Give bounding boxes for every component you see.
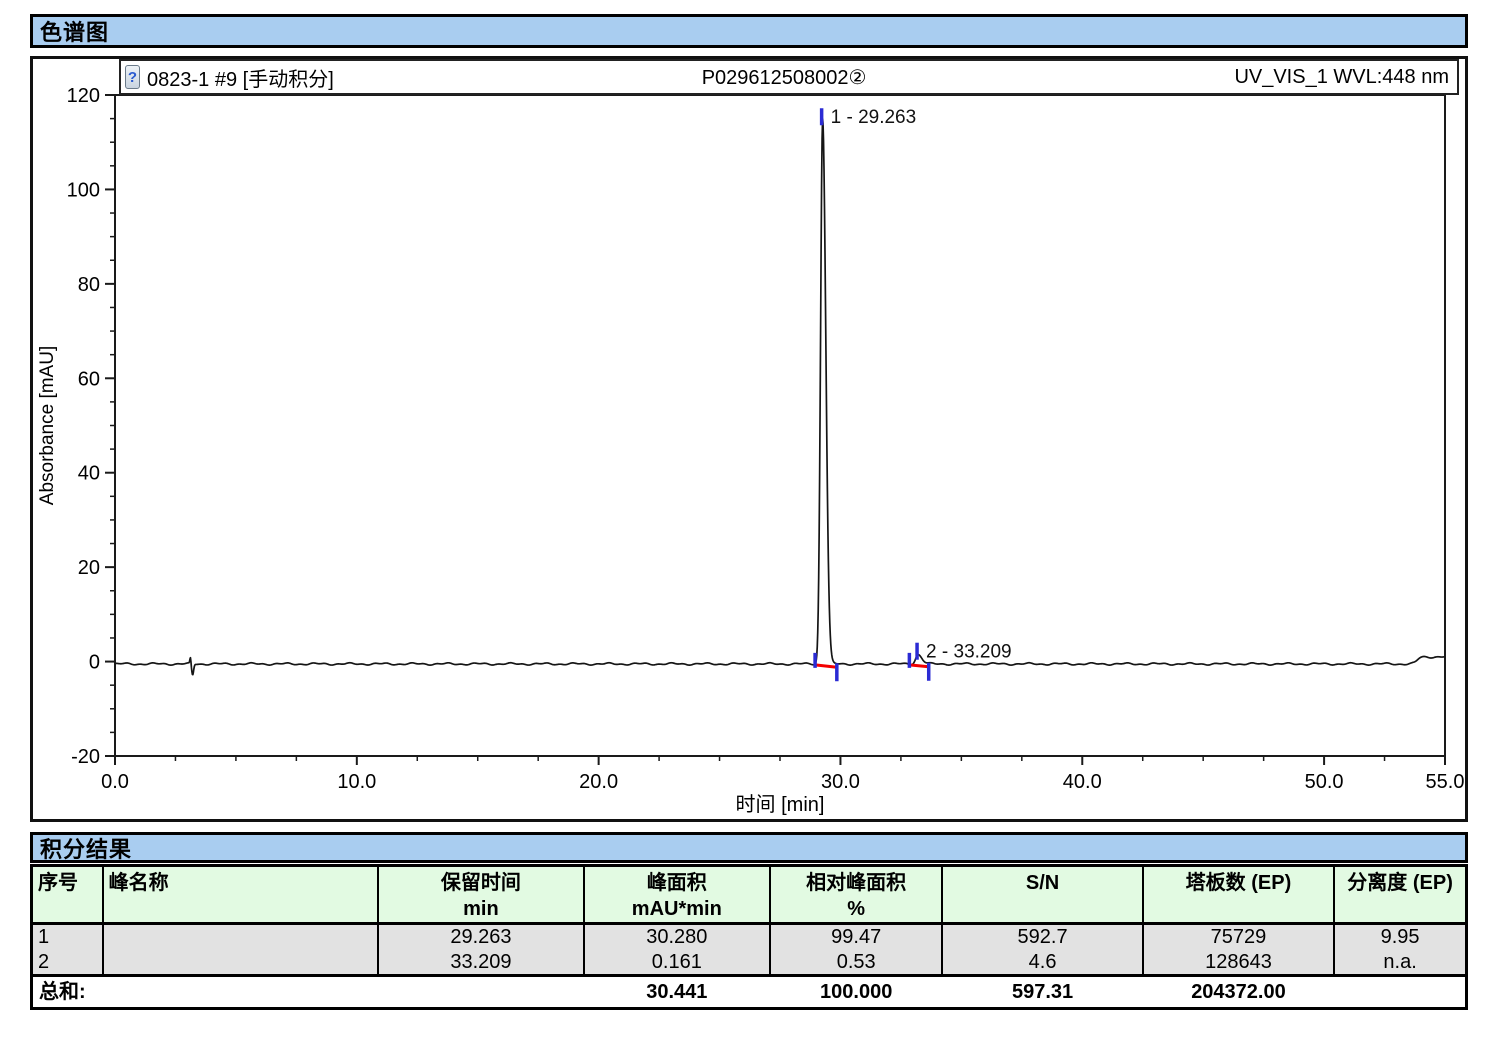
peak1-rel-area: 99.47 — [768, 922, 944, 950]
peak1-number: 1 — [30, 922, 104, 950]
integration-baseline — [909, 663, 929, 669]
peak2-number: 2 — [30, 949, 104, 977]
col-header-resolution: 分离度 (EP) — [1333, 864, 1468, 925]
peak1-sn: 592.7 — [941, 922, 1144, 950]
total-plates: 204372.00 — [1142, 974, 1335, 1009]
y-axis-title: Absorbance [mAU] — [37, 346, 58, 505]
total-retention — [378, 974, 584, 1009]
col-header-retention: 保留时间 min — [377, 864, 585, 925]
x-tick-label: 0.0 — [101, 771, 129, 793]
y-tick-label: 120 — [67, 85, 100, 107]
chromatogram-section-bar: 色谱图 — [30, 14, 1468, 48]
x-tick-label: 40.0 — [1063, 771, 1102, 793]
col-header-sn: S/N — [941, 864, 1144, 925]
chromatogram-panel: ? 0823-1 #9 [手动积分] P029612508002② UV_VIS… — [30, 56, 1468, 822]
detector-channel-label: UV_VIS_1 WVL:448 nm — [1234, 65, 1449, 88]
total-label: 总和: — [31, 974, 379, 1009]
results-header-row: 序号 峰名称 保留时间 min 峰面积 mAU*min 相对峰面积% S/N 塔板数… — [30, 864, 1468, 925]
peak2-rel-area: 0.53 — [768, 949, 944, 977]
results-section-title: 积分结果 — [40, 836, 133, 862]
results-section-bar: 积分结果 — [30, 832, 1468, 863]
x-tick-label: 55.0 — [1426, 771, 1465, 793]
x-tick-label: 30.0 — [821, 771, 860, 793]
table-row-peak-2: 2 33.209 0.161 0.53 4.6 128643 n.a. — [30, 949, 1468, 977]
x-axis-title: 时间 [min] — [736, 793, 825, 816]
chromatogram-plot: -20 0 20 40 60 80 100 120 0.0 10.0 20.0 30.0 40.0 50.… — [37, 85, 1465, 816]
table-row-total: 总和: 30.441 100.000 597.31 204372.00 — [31, 974, 1467, 1009]
injection-name: 0823-1 #9 [手动积分] — [147, 68, 334, 91]
col-header-rel-area: 相对峰面积% — [768, 864, 944, 925]
col-header-number: 序号 — [30, 864, 104, 925]
total-area: 30.441 — [583, 974, 770, 1009]
injection-header: ? 0823-1 #9 [手动积分] P029612508002② UV_VIS… — [119, 59, 1459, 95]
integration-baseline — [814, 663, 837, 669]
y-tick-label: 0 — [89, 652, 100, 674]
col-header-peak-name: 峰名称 — [101, 864, 380, 925]
col-header-plates: 塔板数 (EP) — [1141, 864, 1336, 925]
chromatogram-trace — [114, 118, 1446, 676]
y-tick-label: 100 — [67, 179, 100, 201]
x-tick-label: 50.0 — [1305, 771, 1344, 793]
y-tick-label: 40 — [78, 463, 100, 485]
plot-frame — [114, 94, 1446, 757]
total-resolution — [1334, 974, 1467, 1009]
peak2-name — [101, 949, 380, 977]
x-tick-label: 10.0 — [337, 771, 376, 793]
x-tick-label: 20.0 — [579, 771, 618, 793]
integration-results-table: 序号 峰名称 保留时间 min 峰面积 mAU*min 相对峰面积% S/N 塔板数… — [30, 864, 1468, 1010]
col-header-area: 峰面积 mAU*min — [582, 864, 772, 925]
peak1-retention: 29.263 — [377, 922, 585, 950]
y-tick-label: 60 — [78, 368, 100, 390]
table-row-peak-1: 1 29.263 30.280 99.47 592.7 75729 9.95 — [30, 922, 1468, 950]
y-tick-label: 20 — [78, 557, 100, 579]
sample-id: P029612508002② — [701, 66, 867, 89]
peak2-resolution: n.a. — [1333, 949, 1468, 977]
peak-label: 1 - 29.263 — [831, 107, 917, 128]
peak2-sn: 4.6 — [941, 949, 1144, 977]
peak2-plates: 128643 — [1141, 949, 1336, 977]
sample-vial-icon: ? — [125, 65, 140, 89]
peak1-area: 30.280 — [582, 922, 772, 950]
peak1-resolution: 9.95 — [1333, 922, 1468, 950]
vial-icon-glyph: ? — [127, 68, 138, 86]
peak1-plates: 75729 — [1141, 922, 1336, 950]
peak2-area: 0.161 — [582, 949, 772, 977]
total-rel-area: 100.000 — [770, 974, 943, 1009]
peak2-retention: 33.209 — [377, 949, 585, 977]
peak1-name — [101, 922, 380, 950]
total-sn: 597.31 — [942, 974, 1143, 1009]
peak-label: 2 - 33.209 — [926, 642, 1012, 663]
chromatogram-section-title: 色谱图 — [40, 20, 110, 45]
y-tick-label: -20 — [71, 746, 100, 768]
y-tick-label: 80 — [78, 274, 100, 296]
